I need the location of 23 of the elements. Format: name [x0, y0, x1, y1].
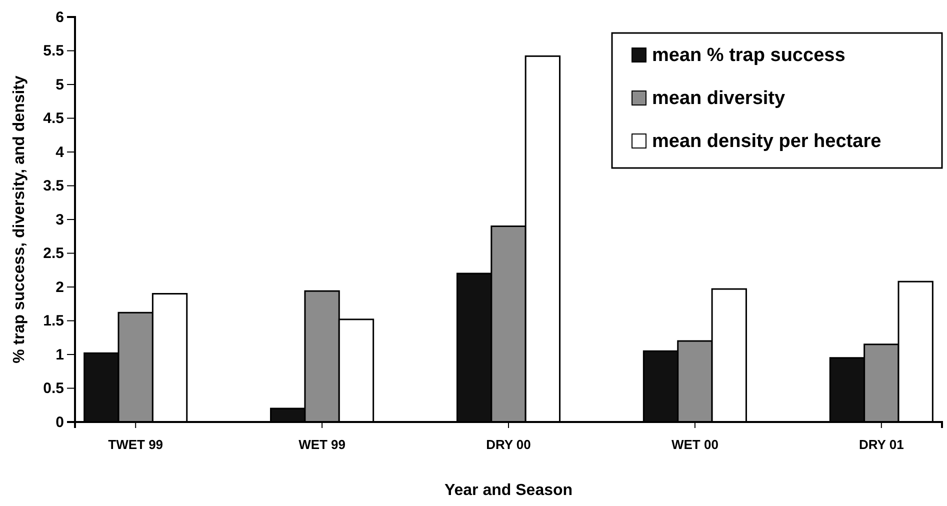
y-tick-label: 3.5	[43, 178, 64, 195]
x-tick-label: TWET 99	[108, 437, 164, 452]
y-tick-label: 2.5	[43, 245, 64, 262]
y-tick-label: 1	[56, 346, 64, 364]
y-tick-label: 5	[56, 76, 64, 94]
x-tick-label: WET 00	[671, 437, 718, 452]
y-tick-label: 5.5	[43, 42, 64, 60]
y-tick-label: 2	[56, 278, 64, 296]
x-tick-label: DRY 01	[858, 437, 904, 452]
y-tick-label: 6	[56, 8, 64, 26]
y-tick-label: 3	[56, 211, 64, 228]
legend-label: mean diversity	[652, 88, 786, 109]
legend-label: mean % trap success	[652, 45, 846, 66]
y-tick-label: 4.5	[43, 110, 64, 128]
y-axis-title: % trap success, diversity, and density	[11, 75, 28, 364]
x-tick-label: DRY 00	[486, 437, 531, 452]
y-tick-label: 4	[56, 144, 65, 161]
y-tick-label: 0	[56, 414, 64, 431]
x-axis-title: Year and Season	[444, 482, 573, 499]
y-tick-label: 1.5	[43, 312, 64, 330]
legend-label: mean density per hectare	[652, 131, 882, 152]
x-tick-label: WET 99	[298, 437, 346, 452]
y-tick-label: 0.5	[43, 380, 64, 398]
